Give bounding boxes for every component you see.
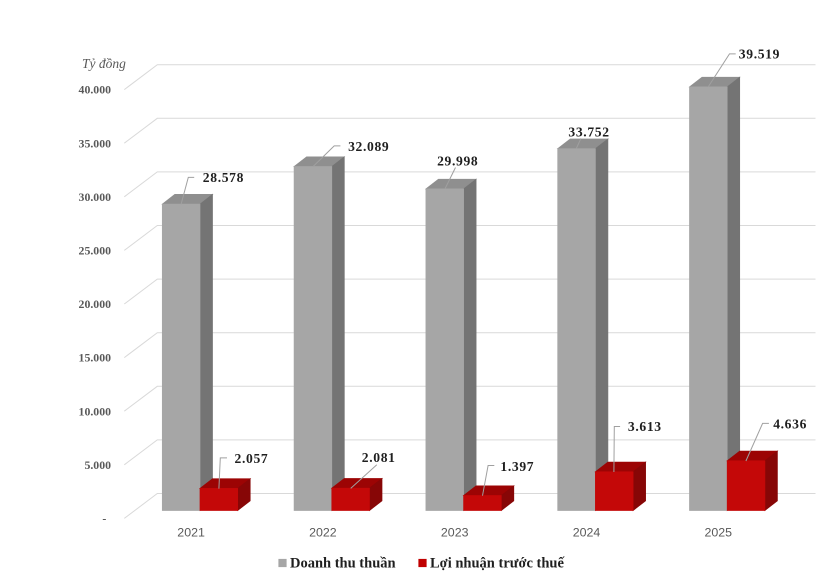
svg-text:32.089: 32.089 [348,139,389,154]
svg-text:-: - [102,512,106,526]
svg-text:25.000: 25.000 [79,244,112,258]
svg-text:Tỷ đồng: Tỷ đồng [82,56,126,71]
svg-text:Lợi nhuận trước thuế: Lợi nhuận trước thuế [430,555,565,571]
svg-text:2022: 2022 [309,525,337,539]
svg-text:2021: 2021 [177,525,205,539]
svg-text:28.578: 28.578 [203,170,244,185]
svg-text:20.000: 20.000 [79,297,112,311]
svg-text:Doanh thu thuần: Doanh thu thuần [290,555,396,571]
svg-text:39.519: 39.519 [739,47,780,62]
svg-text:2024: 2024 [573,525,601,539]
svg-text:3.613: 3.613 [628,419,662,434]
svg-text:2025: 2025 [705,525,733,539]
svg-text:29.998: 29.998 [437,154,478,169]
svg-text:2.081: 2.081 [362,450,396,465]
svg-text:15.000: 15.000 [79,351,112,365]
svg-text:10.000: 10.000 [79,404,112,418]
svg-text:35.000: 35.000 [79,136,112,150]
svg-text:30.000: 30.000 [79,190,112,204]
svg-text:1.397: 1.397 [500,459,534,474]
svg-text:2.057: 2.057 [235,451,269,466]
svg-text:33.752: 33.752 [568,124,609,139]
svg-text:5.000: 5.000 [84,458,111,472]
svg-text:4.636: 4.636 [773,416,807,431]
svg-text:2023: 2023 [441,525,469,539]
svg-text:40.000: 40.000 [79,83,112,97]
